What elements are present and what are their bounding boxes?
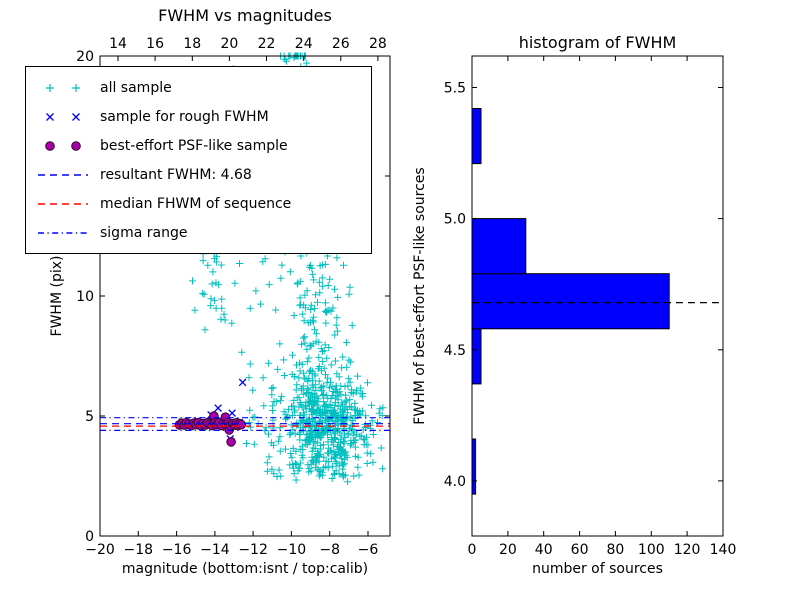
- histogram-xlabel: number of sources: [532, 561, 663, 577]
- histogram-axes-box: [471, 55, 724, 537]
- histogram-title: histogram of FWHM: [518, 33, 677, 52]
- scatter-xtick-label: −20: [85, 542, 115, 558]
- scatter-xtick-label: −12: [238, 542, 268, 558]
- legend-item-2: best-effort PSF-like sample: [34, 131, 363, 160]
- scatter-xtick-label: −8: [319, 542, 340, 558]
- histogram-ytick-label: 4.5: [444, 343, 466, 359]
- histogram-xtick-label: 80: [606, 542, 624, 558]
- histogram-bar: [471, 328, 482, 385]
- psf-like-point: [236, 419, 247, 430]
- scatter-xtick-label: −10: [277, 542, 307, 558]
- scatter-top-xtick-label: 14: [109, 36, 127, 52]
- psf-like-point: [226, 437, 236, 447]
- legend-marker-dashed-line: [38, 173, 88, 176]
- legend-label: resultant FWHM: 4.68: [100, 166, 252, 183]
- scatter-plot: [100, 52, 390, 486]
- legend-item-5: sigma range: [34, 218, 363, 247]
- histogram-bar: [471, 273, 670, 330]
- scatter-top-xtick-label: 26: [332, 36, 350, 52]
- legend-label: best-effort PSF-like sample: [100, 137, 288, 154]
- scatter-top-xtick-label: 28: [369, 36, 387, 52]
- histogram-ytick-label: 5.5: [444, 81, 466, 97]
- legend-marker-plus2: [46, 83, 80, 92]
- histogram-xtick-label: 20: [499, 542, 517, 558]
- legend-label: sigma range: [100, 224, 188, 241]
- histogram-xtick-label: 0: [468, 542, 477, 558]
- scatter-top-xtick-label: 16: [146, 36, 164, 52]
- legend-marker-dashed-line: [38, 202, 88, 205]
- scatter-xtick-label: −14: [200, 542, 230, 558]
- scatter-ytick-label: 20: [76, 49, 94, 65]
- rough-fwhm-points: [178, 378, 247, 443]
- scatter-ytick-label: 10: [76, 289, 94, 305]
- histogram-xtick-label: 120: [674, 542, 701, 558]
- histogram-xtick-label: 140: [710, 542, 737, 558]
- scatter-xtick-label: −16: [162, 542, 192, 558]
- histogram-axes: 0 20 40 60 80 100 120 140 4.0 4.5 5.0 5.5: [444, 55, 737, 558]
- scatter-axes: −20 −18 −16 −14 −12 −10 −8 −6 14 16 18 20 22 24 26 28 0 5…: [76, 36, 391, 558]
- legend-item-4: median FHWM of sequence: [34, 189, 363, 218]
- scatter-top-xtick-label: 22: [258, 36, 276, 52]
- legend-label: all sample: [100, 79, 172, 96]
- scatter-top-xtick-label: 24: [295, 36, 313, 52]
- scatter-ytick-label: 0: [85, 529, 94, 545]
- scatter-xtick-label: −6: [358, 542, 379, 558]
- scatter-ytick-label: 5: [85, 409, 94, 425]
- legend-item-3: resultant FWHM: 4.68: [34, 160, 363, 189]
- scatter-top-xtick-label: 18: [183, 36, 201, 52]
- histogram-ylabel: FWHM of best-effort PSF-like sources: [412, 167, 428, 425]
- legend: all sample sample for rough FWHM best-effo…: [25, 66, 372, 254]
- histogram-ytick-label: 4.0: [444, 474, 466, 490]
- legend-item-0: all sample: [34, 73, 363, 102]
- scatter-ylabel: FWHM (pix): [49, 255, 65, 337]
- scatter-xlabel: magnitude (bottom:isnt / top:calib): [121, 561, 369, 577]
- scatter-top-xtick-label: 20: [220, 36, 238, 52]
- scatter-xtick-label: −18: [124, 542, 154, 558]
- scatter-title: FWHM vs magnitudes: [158, 6, 332, 25]
- histogram-ytick-label: 5.0: [444, 212, 466, 228]
- histogram-bar: [471, 108, 482, 165]
- histogram-bar: [471, 438, 477, 495]
- legend-marker-dashdot-line: [38, 231, 88, 234]
- legend-marker-x2: [46, 112, 80, 121]
- histogram-xtick-label: 100: [638, 542, 665, 558]
- legend-label: median FHWM of sequence: [100, 195, 292, 212]
- histogram-xtick-label: 60: [571, 542, 589, 558]
- legend-label: sample for rough FWHM: [100, 108, 269, 125]
- histogram-bar: [471, 218, 527, 275]
- histogram-xtick-label: 40: [535, 542, 553, 558]
- legend-item-1: sample for rough FWHM: [34, 102, 363, 131]
- legend-marker-circle2: [45, 140, 81, 151]
- histogram-plot: [471, 108, 723, 495]
